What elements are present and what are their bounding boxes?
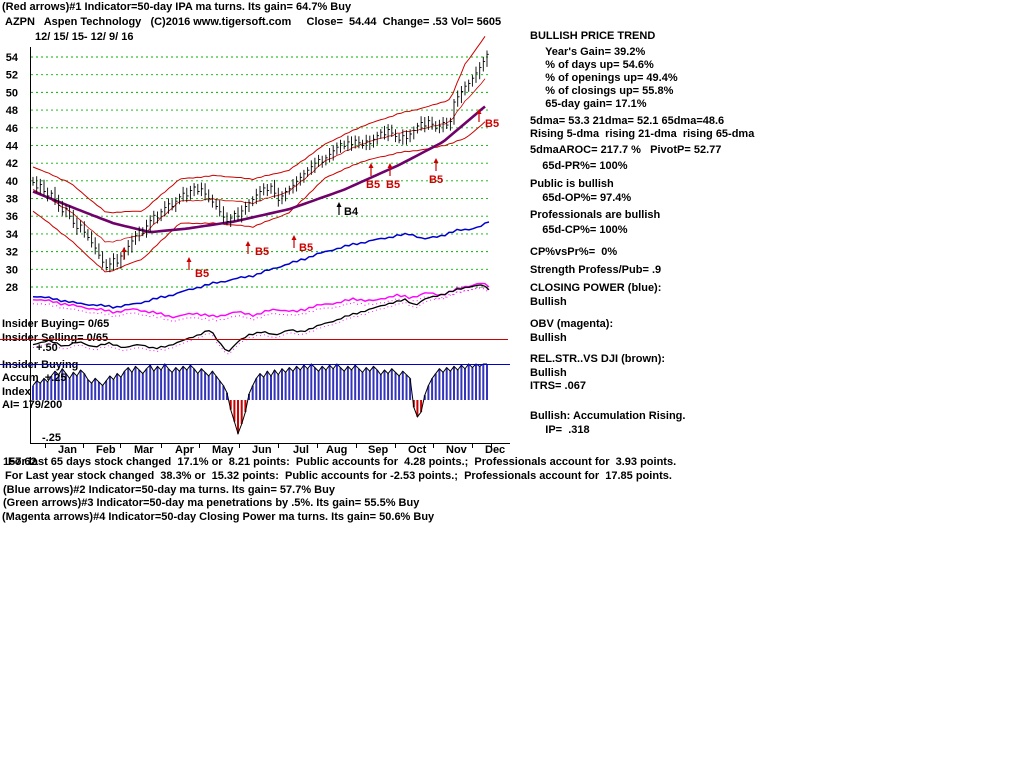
right-panel-line: 65d-CP%= 100% bbox=[530, 224, 628, 236]
right-panel-line: Bullish bbox=[530, 332, 567, 344]
footer-line: (Magenta arrows)#4 Indicator=50-day Clos… bbox=[2, 511, 435, 523]
footer-line: For Last year stock changed 38.3% or 15.… bbox=[5, 470, 672, 482]
footer-line: For last 65 days stock changed 17.1% or … bbox=[8, 456, 677, 468]
blue-separator-line bbox=[0, 364, 510, 365]
axis-label: -.25 bbox=[42, 432, 61, 444]
right-panel-line: % of days up= 54.6% bbox=[530, 59, 654, 71]
right-panel-line: 5dma= 53.3 21dma= 52.1 65dma=48.6 bbox=[530, 115, 725, 127]
right-panel-line: Bullish bbox=[530, 367, 567, 379]
right-panel-line: 65-day gain= 17.1% bbox=[530, 98, 647, 110]
right-panel-line: Bullish bbox=[530, 296, 567, 308]
right-panel-line: 65d-PR%= 100% bbox=[530, 160, 628, 172]
right-panel-line: Rising 5-dma rising 21-dma rising 65-dma bbox=[530, 128, 755, 140]
axis-label: AI= 179/200 bbox=[2, 399, 63, 411]
axis-label: Accum +.25 bbox=[2, 372, 67, 384]
right-panel-line: Public is bullish bbox=[530, 178, 614, 190]
right-panel-line: BULLISH PRICE TREND bbox=[530, 30, 656, 42]
right-panel-line: % of openings up= 49.4% bbox=[530, 72, 678, 84]
right-panel-line: 65d-OP%= 97.4% bbox=[530, 192, 632, 204]
title-bar: AZPN Aspen Technology (C)2016 www.tigers… bbox=[5, 16, 502, 28]
right-panel-line: % of closings up= 55.8% bbox=[530, 85, 674, 97]
axis-label: Insider Buying= 0/65 bbox=[2, 318, 110, 330]
left-labels: Insider Buying= 0/65 Insider Selling= 0/6… bbox=[0, 0, 520, 460]
axis-label: Insider Buying bbox=[2, 359, 79, 371]
right-panel-line: Bullish: Accumulation Rising. bbox=[530, 410, 686, 422]
footer-line: (Blue arrows)#2 Indicator=50-day ma turn… bbox=[3, 484, 335, 496]
indicator1-legend: (Red arrows)#1 Indicator=50-day IPA ma t… bbox=[2, 1, 352, 13]
right-panel-line: REL.STR..VS DJI (brown): bbox=[530, 353, 666, 365]
right-panel-line: OBV (magenta): bbox=[530, 318, 614, 330]
axis-label: Index bbox=[2, 386, 31, 398]
right-panel-line: CP%vsPr%= 0% bbox=[530, 246, 618, 258]
footer-summary: For last 65 days stock changed 17.1% or … bbox=[0, 450, 1024, 540]
right-panel: BULLISH PRICE TREND Year's Gain= 39.2% %… bbox=[530, 0, 1024, 460]
red-separator-line bbox=[0, 339, 508, 340]
right-panel-line: Year's Gain= 39.2% bbox=[530, 46, 646, 58]
right-panel-line: Professionals are bullish bbox=[530, 209, 661, 221]
right-panel-line: ITRS= .067 bbox=[530, 380, 586, 392]
axis-label: +.50 bbox=[36, 342, 58, 354]
footer-line: (Green arrows)#3 Indicator=50-day ma pen… bbox=[3, 497, 420, 509]
right-panel-line: Strength Profess/Pub= .9 bbox=[530, 264, 662, 276]
right-panel-line: CLOSING POWER (blue): bbox=[530, 282, 662, 294]
footer-overlay-number: 157.62 bbox=[3, 456, 37, 468]
right-panel-line: IP= .318 bbox=[530, 424, 590, 436]
right-panel-line: 5dmaAROC= 217.7 % PivotP= 52.77 bbox=[530, 144, 722, 156]
